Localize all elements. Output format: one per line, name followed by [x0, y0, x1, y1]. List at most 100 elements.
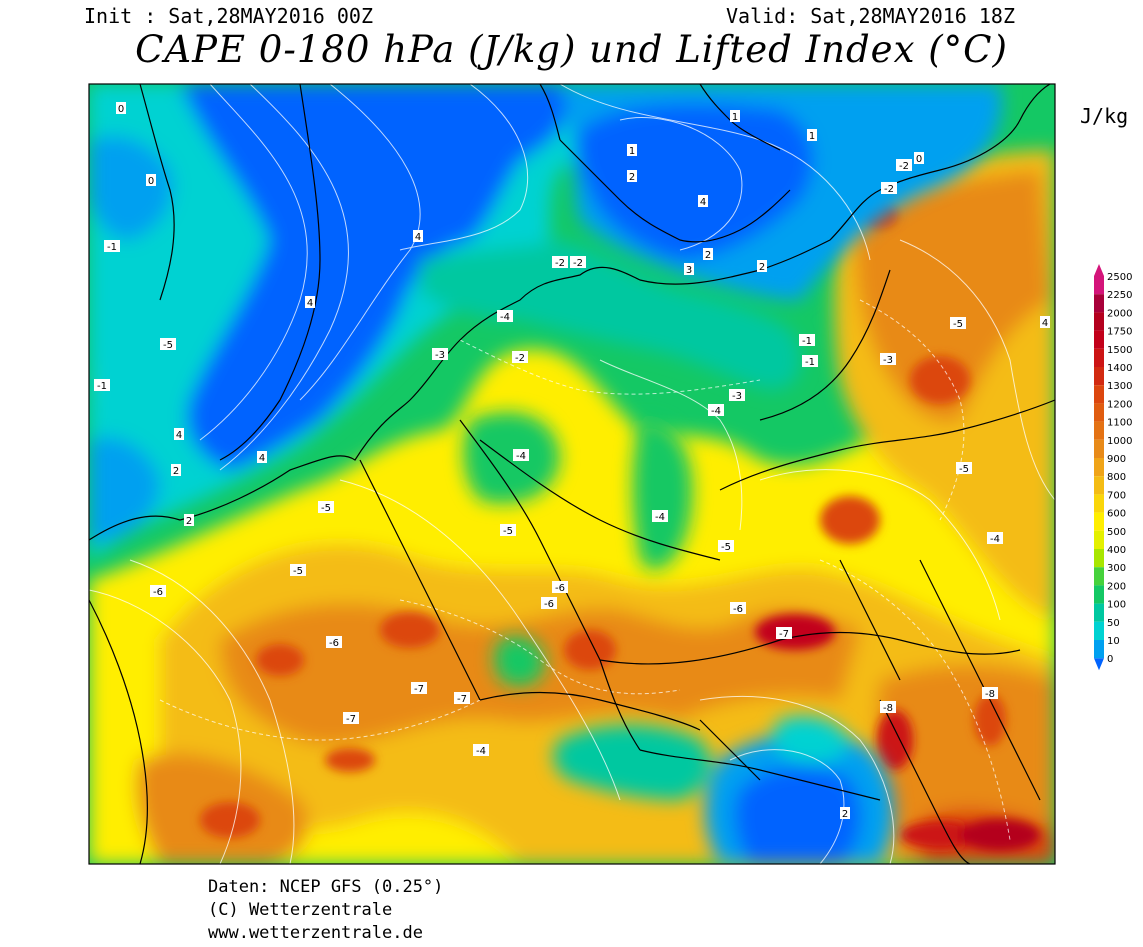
- li-label: -4: [513, 449, 529, 462]
- legend-swatch: [1094, 330, 1104, 349]
- legend-label: 10: [1107, 636, 1120, 647]
- li-label: -6: [541, 597, 557, 610]
- li-label: -5: [950, 317, 966, 330]
- svg-text:-1: -1: [107, 242, 117, 253]
- legend-swatch: [1094, 276, 1104, 295]
- svg-text:0: 0: [916, 154, 922, 165]
- li-label: -2: [570, 256, 586, 269]
- svg-text:0: 0: [118, 104, 124, 115]
- legend-swatch: [1094, 494, 1104, 513]
- svg-text:-7: -7: [346, 714, 356, 725]
- legend-swatch: [1094, 385, 1104, 404]
- li-label: -1: [799, 334, 815, 347]
- valid-time: Valid: Sat,28MAY2016 18Z: [726, 4, 1015, 28]
- legend-swatch: [1094, 585, 1104, 604]
- svg-text:0: 0: [148, 176, 154, 187]
- svg-text:-1: -1: [805, 357, 815, 368]
- svg-text:-5: -5: [321, 503, 331, 514]
- legend-label: 200: [1107, 581, 1126, 592]
- map-title: CAPE 0-180 hPa (J/kg) und Lifted Index (…: [135, 28, 1008, 71]
- svg-text:2: 2: [173, 466, 179, 477]
- legend-swatch: [1094, 512, 1104, 531]
- legend-label: 500: [1107, 527, 1126, 538]
- li-label: -5: [956, 462, 972, 475]
- li-label: 2: [171, 464, 181, 477]
- svg-text:-7: -7: [457, 694, 467, 705]
- li-label: -3: [729, 389, 745, 402]
- svg-text:2: 2: [759, 262, 765, 273]
- color-legend: 2500 2250 2000 1750 1500 1400 1300 1200 1100 1000…: [1088, 264, 1143, 689]
- map-frame: [88, 83, 1056, 865]
- svg-text:-2: -2: [884, 184, 894, 195]
- legend-swatch: [1094, 603, 1104, 622]
- svg-text:-4: -4: [516, 451, 526, 462]
- li-label: 4: [305, 296, 315, 309]
- legend-swatch: [1094, 294, 1104, 313]
- li-label: 2: [627, 170, 637, 183]
- svg-text:-6: -6: [329, 638, 339, 649]
- svg-text:-5: -5: [503, 526, 513, 537]
- li-label: 1: [730, 110, 740, 123]
- svg-text:-2: -2: [515, 353, 525, 364]
- li-label: -4: [987, 532, 1003, 545]
- legend-swatch: [1094, 549, 1104, 568]
- li-label: -4: [497, 310, 513, 323]
- legend-label: 1750: [1107, 327, 1132, 338]
- legend-swatch: [1094, 421, 1104, 440]
- legend-swatch: [1094, 621, 1104, 640]
- svg-text:-5: -5: [163, 340, 173, 351]
- svg-text:1: 1: [732, 112, 738, 123]
- svg-text:-6: -6: [544, 599, 554, 610]
- li-label: -6: [150, 585, 166, 598]
- svg-text:-5: -5: [293, 566, 303, 577]
- legend-label: 300: [1107, 563, 1126, 574]
- li-label: -3: [880, 353, 896, 366]
- li-label: -2: [552, 256, 568, 269]
- svg-text:-8: -8: [883, 703, 893, 714]
- svg-text:1: 1: [809, 131, 815, 142]
- svg-text:-7: -7: [414, 684, 424, 695]
- svg-text:4: 4: [415, 232, 421, 243]
- li-label: 2: [184, 514, 194, 527]
- legend-label: 700: [1107, 490, 1126, 501]
- legend-swatch: [1094, 312, 1104, 331]
- li-label: -2: [896, 159, 912, 172]
- legend-label: 900: [1107, 454, 1126, 465]
- li-label: -5: [290, 564, 306, 577]
- li-label: -7: [411, 682, 427, 695]
- li-label: -5: [718, 540, 734, 553]
- svg-text:-6: -6: [733, 604, 743, 615]
- li-label: -1: [802, 355, 818, 368]
- li-label: 0: [146, 174, 156, 187]
- svg-text:-3: -3: [732, 391, 742, 402]
- svg-text:4: 4: [700, 197, 706, 208]
- svg-text:4: 4: [259, 453, 265, 464]
- svg-text:-4: -4: [655, 512, 665, 523]
- li-label: -5: [318, 501, 334, 514]
- li-label: -2: [512, 351, 528, 364]
- svg-text:1: 1: [629, 146, 635, 157]
- legend-swatch: [1094, 476, 1104, 495]
- legend-arrow-bottom: [1094, 658, 1104, 671]
- li-label: 0: [914, 152, 924, 165]
- legend-label: 1500: [1107, 345, 1132, 356]
- li-label: 4: [257, 451, 267, 464]
- svg-text:2: 2: [705, 250, 711, 261]
- legend-label: 1100: [1107, 418, 1132, 429]
- legend-label: 400: [1107, 545, 1126, 556]
- legend-swatch: [1094, 567, 1104, 586]
- legend-label: 800: [1107, 472, 1126, 483]
- svg-text:-1: -1: [97, 381, 107, 392]
- li-label: -1: [104, 240, 120, 253]
- legend-label: 600: [1107, 509, 1126, 520]
- svg-text:-5: -5: [721, 542, 731, 553]
- li-label: -5: [500, 524, 516, 537]
- li-label: 2: [703, 248, 713, 261]
- li-label: -7: [343, 712, 359, 725]
- li-label: -7: [776, 627, 792, 640]
- svg-text:2: 2: [842, 809, 848, 820]
- legend-swatch: [1094, 458, 1104, 477]
- legend-label: 50: [1107, 618, 1120, 629]
- svg-text:-4: -4: [500, 312, 510, 323]
- legend-label: 100: [1107, 600, 1126, 611]
